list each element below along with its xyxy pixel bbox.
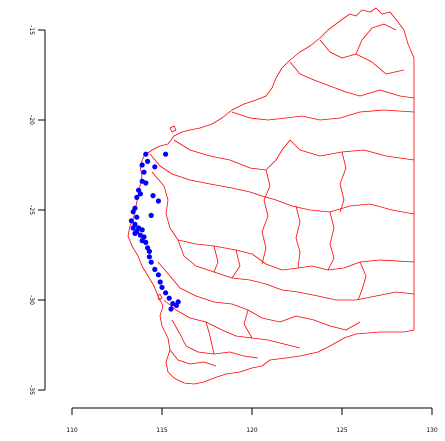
occurrence-point (130, 225, 136, 231)
region-line (281, 289, 415, 301)
region-line (213, 245, 219, 273)
occurrence-point (166, 295, 172, 301)
x-tick-label: 120 (246, 427, 258, 434)
occurrence-point (159, 284, 165, 290)
y-tick-label: -15 (28, 25, 35, 35)
x-axis: 110 115 120 125 130 (66, 407, 438, 434)
occurrence-point (139, 227, 145, 233)
region-line (289, 61, 415, 99)
occurrence-point (132, 230, 138, 236)
occurrence-point (148, 212, 154, 218)
occurrence-points (128, 151, 181, 312)
y-tick-label: -25 (28, 205, 35, 215)
region-line (261, 195, 415, 215)
region-line (157, 261, 281, 323)
island (157, 293, 163, 301)
region-line (289, 139, 415, 161)
region-line (357, 261, 367, 301)
region-line (279, 315, 361, 331)
occurrence-point (145, 158, 151, 164)
region-line (231, 249, 241, 279)
occurrence-point (146, 248, 152, 254)
occurrence-point (152, 266, 158, 272)
region-line (295, 205, 301, 269)
occurrence-point (157, 279, 163, 285)
region-line (173, 139, 291, 171)
region-line (149, 153, 263, 197)
occurrence-point (137, 191, 143, 197)
occurrence-point (150, 193, 156, 199)
region-line (355, 23, 397, 55)
region-line (205, 321, 215, 355)
occurrence-point (155, 198, 161, 204)
occurrence-point (163, 151, 169, 157)
region-line (171, 319, 259, 359)
island (169, 125, 177, 133)
region-line (251, 253, 415, 271)
occurrence-point (143, 151, 149, 157)
state-outline (127, 7, 415, 385)
region-line (231, 109, 415, 121)
occurrence-point (139, 162, 145, 168)
x-tick-label: 110 (66, 427, 78, 434)
occurrence-point (146, 254, 152, 260)
occurrence-point (141, 169, 147, 175)
region-line (151, 171, 253, 255)
occurrence-point (143, 239, 149, 245)
occurrence-point (134, 214, 140, 220)
occurrence-point (134, 194, 140, 200)
region-boundaries (127, 7, 415, 385)
occurrence-point (155, 272, 161, 278)
region-line (261, 169, 271, 265)
region-line (319, 39, 405, 75)
occurrence-point (143, 180, 149, 186)
region-line (339, 151, 347, 213)
occurrence-point (152, 164, 158, 170)
x-tick-label: 130 (426, 427, 438, 434)
occurrence-point (130, 209, 136, 215)
y-axis: -15 -20 -25 -30 -35 (28, 25, 46, 395)
region-line (243, 309, 253, 339)
x-tick-label: 125 (336, 427, 348, 434)
y-tick-label: -20 (28, 115, 35, 125)
occurrence-point (168, 306, 174, 312)
y-tick-label: -35 (28, 385, 35, 395)
occurrence-point (175, 299, 181, 305)
region-line (169, 349, 217, 367)
occurrence-point (148, 259, 154, 265)
y-tick-label: -30 (28, 295, 35, 305)
x-tick-label: 115 (156, 427, 168, 434)
region-line (163, 299, 301, 349)
occurrence-point (128, 218, 134, 224)
region-line (327, 211, 335, 271)
region-line (177, 239, 283, 291)
occurrence-point (163, 290, 169, 296)
